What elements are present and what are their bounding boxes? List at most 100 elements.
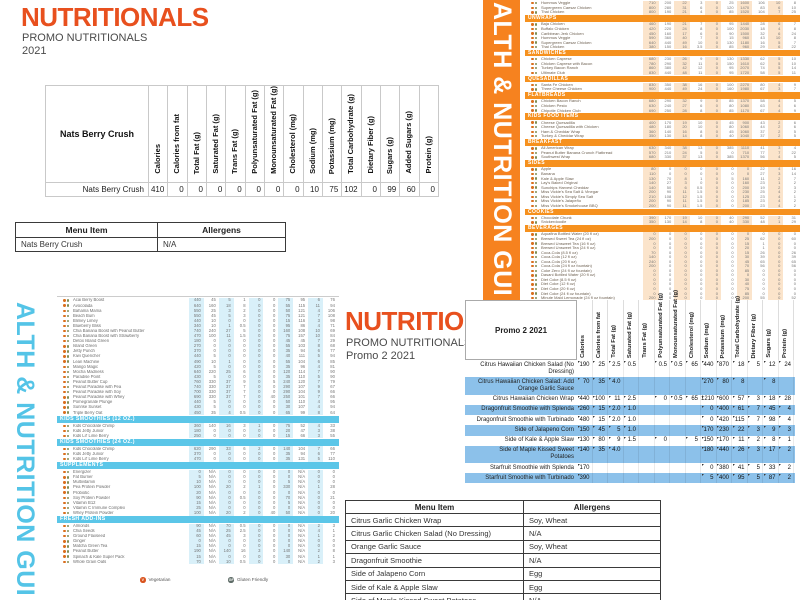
- nutrition-value: N/A: [208, 553, 216, 559]
- gluten-friendly-icon: [534, 27, 537, 31]
- nutrition-value: 16: [674, 129, 690, 134]
- menu-item-cell: Dragonfruit Smoothie: [345, 553, 524, 568]
- allergen-cell: N/A: [157, 237, 286, 252]
- nutrition-value: 6: [767, 22, 784, 27]
- nutrition-value: N/A: [298, 469, 306, 475]
- nutrition-value: 0: [218, 500, 234, 506]
- nutrition-value: [639, 425, 655, 436]
- nutrition-value: 120: [298, 378, 306, 384]
- nutrition-value: 90: [189, 523, 204, 529]
- nutrition-value: 20: [189, 490, 204, 496]
- vegetarian-icon: [63, 540, 66, 543]
- menu-item-name: Kiwi Quencher: [73, 354, 101, 359]
- row-icons: [525, 237, 539, 241]
- nutrition-value: 5: [308, 354, 324, 360]
- nutrition-value: 0: [218, 470, 234, 475]
- nutrition-value: 0: [278, 539, 294, 544]
- gluten-friendly-icon: [66, 355, 69, 358]
- vegetarian-icon: [63, 491, 66, 494]
- nutrition-value: 360: [664, 35, 672, 41]
- row-icons: [525, 221, 539, 224]
- nutrition-value: 0: [248, 389, 264, 395]
- menu-row: Jetty Punch 370 0 0 0 0 0 35 94 6 77: [57, 349, 339, 355]
- page-subtitle-promo2: PROMO NUTRITIONALS: [346, 337, 472, 349]
- menu-row: Ginger 0 N/A 0 0 0 0 0 N/A 0 0: [57, 539, 339, 544]
- nutrition-value: 0: [705, 99, 721, 104]
- menu-item-name: Avocolada: [73, 303, 93, 308]
- nutrition-value: [670, 463, 686, 474]
- menu-item-name: Pomegranate Plunge: [73, 400, 113, 405]
- menu-row: Pomegranate Plunge 440 5 0 0 0 0 50 110 4 95: [57, 400, 339, 405]
- nutrition-value: 45: [211, 312, 216, 318]
- banner-text-blue: ALTH & NUTRITION GUI: [11, 302, 39, 597]
- row-icons: [525, 278, 539, 282]
- nutrition-value: 0: [243, 363, 246, 369]
- column-header-label: Dietary Fiber (g): [365, 116, 375, 174]
- menu-item-name: Chocolate Chunk: [541, 215, 572, 220]
- nutrition-value: 20: [330, 509, 335, 515]
- nutrition-value: 25: [791, 9, 796, 15]
- nutrition-value: 2: [308, 559, 324, 565]
- row-icons: [525, 125, 539, 129]
- nutrition-value: 0: [767, 287, 784, 292]
- menu-item-name: Chia Banana Boost with Strawberry: [73, 334, 140, 339]
- row-icons: [525, 135, 539, 138]
- nutrition-value: 3: [218, 308, 234, 314]
- nutrition-value: 2270: [736, 83, 753, 88]
- nutrition-value: 56: [791, 263, 796, 269]
- nutrition-value: 3: [767, 146, 784, 151]
- nutrition-value: 70: [577, 377, 593, 395]
- gluten-friendly-icon: [534, 204, 537, 208]
- menu-item-name: Coca-Cola (20 fl oz): [541, 259, 577, 264]
- nutrition-value: 16: [697, 81, 703, 87]
- nutrition-value: 0: [705, 31, 721, 36]
- nutrition-value: 50: [278, 510, 294, 516]
- nutrition-value: 0: [736, 167, 753, 172]
- menu-item-name: Coca-Cola (24 fl oz fountain): [541, 264, 592, 269]
- nutrition-value: 0: [668, 267, 672, 273]
- nutrition-value: 79: [330, 378, 335, 384]
- nutrition-value: 0: [643, 269, 659, 274]
- row-icons: [525, 287, 539, 291]
- menu-row: Three Cheese Chicken 900 440 49 24 0 160 1980 67…: [525, 87, 800, 92]
- gluten-friendly-icon: [66, 491, 69, 494]
- nutrition-value: 140: [577, 445, 593, 464]
- vegetarian-icon: [531, 287, 534, 291]
- row-icons: [57, 380, 71, 384]
- nutrition-value: 15: [189, 544, 204, 550]
- menu-item-name: Miss Vickie's Smokehouse BBQ: [541, 203, 598, 208]
- nutrition-value: 340: [664, 145, 672, 151]
- nutrition-value: 0: [273, 484, 276, 490]
- nutrition-value: 50: [278, 308, 294, 314]
- column-header: Total Fat (g): [186, 85, 207, 183]
- menu-row: Side of Jalapeno Corn 150 45 5 1.0 170 230 22 3 9…: [465, 425, 795, 436]
- nutrition-value: 87: [763, 473, 779, 484]
- vegetarian-icon: [63, 535, 66, 538]
- row-icons: [57, 457, 71, 461]
- value-cell: 410: [147, 181, 169, 197]
- nutrition-value: 0: [700, 258, 703, 264]
- nutrition-value: 15: [736, 241, 753, 246]
- menu-row: Thai Chicken 800 190 21 4 0 85 1520 104 7 25: [525, 10, 800, 15]
- nutrition-value: 0: [248, 313, 264, 319]
- nutrition-value: 0: [705, 167, 721, 172]
- menu-item-name: Citrus Hawaiian Chicken Salad: Add Orang…: [477, 378, 574, 393]
- gluten-friendly-icon: [66, 391, 69, 394]
- gluten-friendly-icon: [534, 36, 537, 40]
- nutrition-value: 420: [189, 364, 204, 370]
- vegetarian-icon: [531, 260, 534, 263]
- gluten-friendly-icon: [534, 269, 537, 273]
- nutrition-value: 0: [705, 10, 721, 15]
- nutrition-value: 0: [243, 479, 246, 485]
- nutrition-value: 94: [300, 450, 306, 456]
- vegetarian-icon: [63, 375, 66, 379]
- row-icons: [57, 501, 71, 505]
- nutrition-value: 108: [664, 193, 672, 199]
- nutrition-value: 11: [674, 199, 690, 204]
- nutrition-value: 5: [308, 374, 324, 380]
- nutrition-value: 0: [668, 258, 672, 264]
- nutrition-value: 100: [592, 394, 608, 405]
- menu-row: Santa Fe Chicken 830 350 38 16 0 100 2270 80 4 9: [525, 83, 800, 88]
- row-icons: [57, 545, 71, 548]
- nutrition-value: 15: [278, 318, 294, 324]
